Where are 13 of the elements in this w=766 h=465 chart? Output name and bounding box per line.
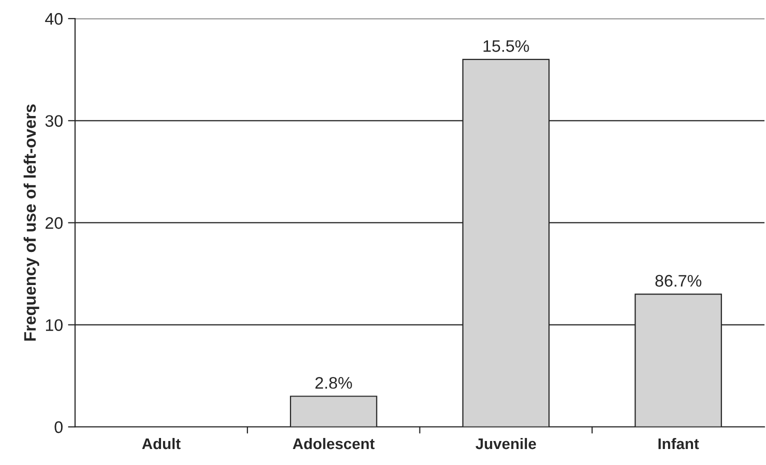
y-tick-label: 40 (45, 13, 63, 25)
annotation: 15.5% (484, 40, 529, 52)
y-tick-label: 30 (45, 115, 63, 127)
annotation: 86.7% (655, 274, 702, 287)
x-tick-label: Juvenile (476, 438, 536, 450)
y-tick-label: 20 (46, 217, 63, 229)
y-axis-title: Frequency of use of left-overs (24, 104, 40, 341)
x-tick-label: Infant (658, 438, 699, 450)
annotation: 2.8% (315, 376, 352, 389)
x-tick-label: Adolescent (292, 438, 375, 450)
y-tick-label: 10 (46, 319, 63, 332)
x-tick-label: Adult (142, 438, 181, 450)
y-tick-label: 0 (54, 421, 63, 434)
